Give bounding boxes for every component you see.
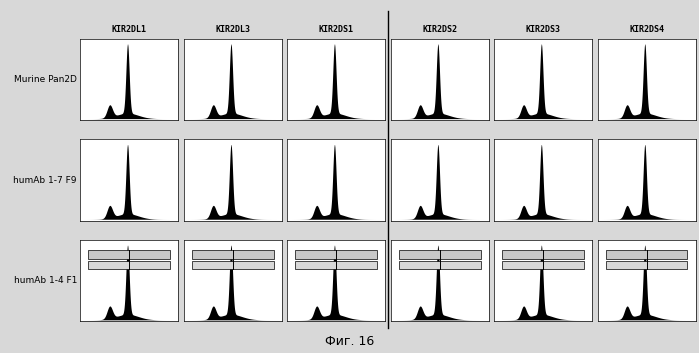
- Bar: [605, 261, 688, 269]
- Bar: [192, 261, 274, 269]
- Bar: [295, 261, 377, 269]
- Text: KIR2DS1: KIR2DS1: [319, 25, 354, 34]
- Bar: [88, 250, 171, 259]
- Bar: [192, 250, 274, 259]
- Bar: [398, 250, 481, 259]
- Text: KIR2DS2: KIR2DS2: [422, 25, 457, 34]
- Bar: [398, 261, 481, 269]
- Text: KIR2DL1: KIR2DL1: [112, 25, 147, 34]
- Bar: [605, 250, 688, 259]
- Text: humAb 1-7 F9: humAb 1-7 F9: [13, 175, 77, 185]
- Bar: [502, 261, 584, 269]
- Text: KIR2DL3: KIR2DL3: [215, 25, 250, 34]
- Bar: [502, 250, 584, 259]
- Bar: [88, 261, 171, 269]
- Text: humAb 1-4 F1: humAb 1-4 F1: [13, 276, 77, 285]
- Text: Murine Pan2D: Murine Pan2D: [14, 75, 77, 84]
- Text: KIR2DS3: KIR2DS3: [526, 25, 561, 34]
- Text: Фиг. 16: Фиг. 16: [325, 335, 374, 348]
- Text: KIR2DS4: KIR2DS4: [629, 25, 664, 34]
- Bar: [295, 250, 377, 259]
